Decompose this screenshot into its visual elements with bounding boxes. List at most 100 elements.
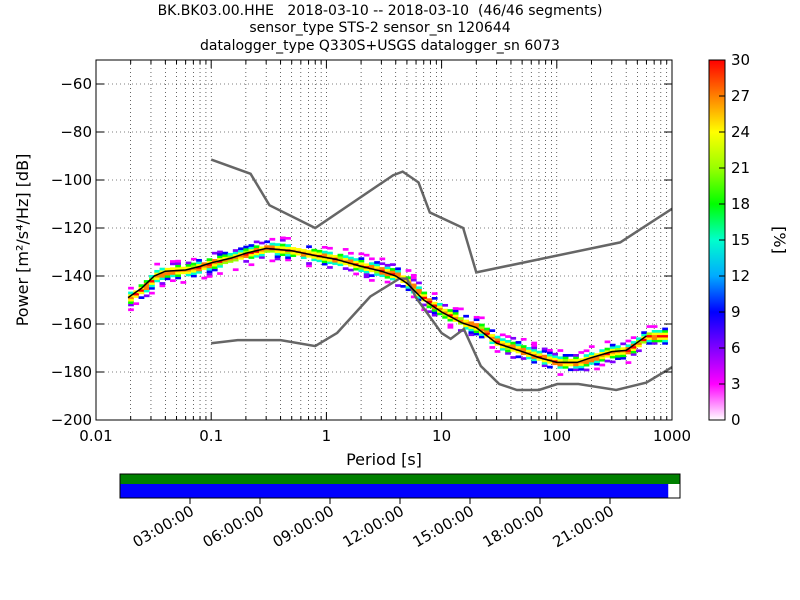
heatmap-cell xyxy=(243,255,250,258)
heatmap-cell xyxy=(662,334,668,338)
heatmap-cell xyxy=(620,354,627,358)
heatmap-cell xyxy=(515,355,522,359)
heatmap-cell xyxy=(410,285,417,289)
heatmap-cell xyxy=(541,361,548,365)
heatmap-cell xyxy=(625,339,632,343)
heatmap-cell xyxy=(164,267,171,271)
heatmap-cell xyxy=(259,246,265,250)
heatmap-cell xyxy=(489,329,496,333)
heatmap-cell xyxy=(279,246,286,249)
colorbar-tick-label: 6 xyxy=(731,339,741,357)
heatmap-cell xyxy=(588,359,595,363)
heatmap-cell xyxy=(421,296,428,300)
heatmap-cell xyxy=(159,270,166,273)
heatmap-cell xyxy=(368,279,375,282)
heatmap-cell xyxy=(300,253,307,257)
heatmap-cell xyxy=(473,330,480,334)
heatmap-cell xyxy=(311,258,318,262)
heatmap-cell xyxy=(149,284,155,288)
heatmap-cell xyxy=(279,250,286,254)
heatmap-cell xyxy=(557,358,564,362)
heatmap-cell xyxy=(588,362,595,365)
heatmap-cell xyxy=(531,353,538,357)
heatmap-cell xyxy=(431,297,438,300)
heatmap-cell xyxy=(510,341,517,345)
heatmap-cell xyxy=(217,264,223,268)
heatmap-cell xyxy=(259,256,265,259)
heatmap-cell xyxy=(149,286,155,290)
heatmap-cell xyxy=(300,256,307,259)
heatmap-cell xyxy=(578,367,585,371)
heatmap-cell xyxy=(536,353,543,356)
heatmap-cell xyxy=(625,361,632,364)
heatmap-cell xyxy=(526,349,532,353)
heatmap-cell xyxy=(478,328,485,332)
heatmap-cell xyxy=(636,344,642,348)
heatmap-cell xyxy=(557,373,564,376)
heatmap-cell xyxy=(374,261,380,264)
heatmap-cell xyxy=(175,276,181,280)
heatmap-cell xyxy=(238,252,244,255)
heatmap-cell xyxy=(248,248,255,252)
heatmap-cell xyxy=(656,332,663,336)
chart-title-line-1: BK.BK03.00.HHE 2018-03-10 -- 2018-03-10 … xyxy=(157,3,603,19)
heatmap-cell xyxy=(557,349,564,352)
heatmap-cell xyxy=(133,302,140,306)
heatmap-cell xyxy=(269,249,276,253)
heatmap-cell xyxy=(217,260,223,263)
heatmap-cell xyxy=(520,347,527,351)
heatmap-cell xyxy=(316,252,323,255)
heatmap-cell xyxy=(636,349,642,353)
heatmap-cell xyxy=(211,268,218,272)
heatmap-cell xyxy=(374,265,380,269)
heatmap-cell xyxy=(327,251,333,255)
heatmap-cell xyxy=(431,309,438,312)
heatmap-cell xyxy=(594,360,600,364)
heatmap-cell xyxy=(264,250,270,253)
heatmap-cell xyxy=(259,251,265,254)
heatmap-cell xyxy=(431,292,438,295)
x-tick-label: 10 xyxy=(432,427,451,445)
heatmap-cell xyxy=(578,363,585,366)
heatmap-cell xyxy=(562,356,569,360)
heatmap-cell xyxy=(426,298,433,302)
heatmap-cell xyxy=(405,269,412,272)
heatmap-cell xyxy=(269,237,276,241)
heatmap-cell xyxy=(316,249,323,253)
heatmap-cell xyxy=(206,263,213,266)
heatmap-cell xyxy=(494,340,501,344)
heatmap-cell xyxy=(384,280,391,284)
heatmap-cell xyxy=(175,264,181,268)
heatmap-cell xyxy=(426,305,433,309)
heatmap-cell xyxy=(358,262,365,265)
heatmap-cell xyxy=(248,256,255,259)
heatmap-cell xyxy=(405,288,412,292)
heatmap-cell xyxy=(499,345,506,349)
heatmap-cell xyxy=(368,257,375,261)
heatmap-cell xyxy=(520,357,527,360)
heatmap-cell xyxy=(159,274,166,278)
heatmap-cell xyxy=(484,330,490,333)
heatmap-cell xyxy=(410,295,417,299)
heatmap-cell xyxy=(389,275,396,278)
heatmap-cell xyxy=(138,289,145,292)
heatmap-cell xyxy=(567,363,574,367)
heatmap-cell xyxy=(646,339,653,343)
heatmap-cell xyxy=(499,340,506,344)
heatmap-cell xyxy=(164,277,171,281)
heatmap-cell xyxy=(431,311,438,315)
heatmap-cell xyxy=(567,368,574,372)
heatmap-cell xyxy=(285,244,291,247)
heatmap-cell xyxy=(552,352,558,356)
y-tick-label: −60 xyxy=(60,75,92,93)
heatmap-cell xyxy=(128,296,134,300)
heatmap-cell xyxy=(274,257,281,261)
heatmap-cell xyxy=(133,295,140,298)
heatmap-cell xyxy=(510,336,517,340)
heatmap-cell xyxy=(547,360,553,364)
heatmap-cell xyxy=(175,267,181,270)
heatmap-cell xyxy=(609,353,616,357)
heatmap-cell xyxy=(536,355,543,359)
heatmap-cell xyxy=(656,337,663,340)
heatmap-cell xyxy=(594,367,600,371)
